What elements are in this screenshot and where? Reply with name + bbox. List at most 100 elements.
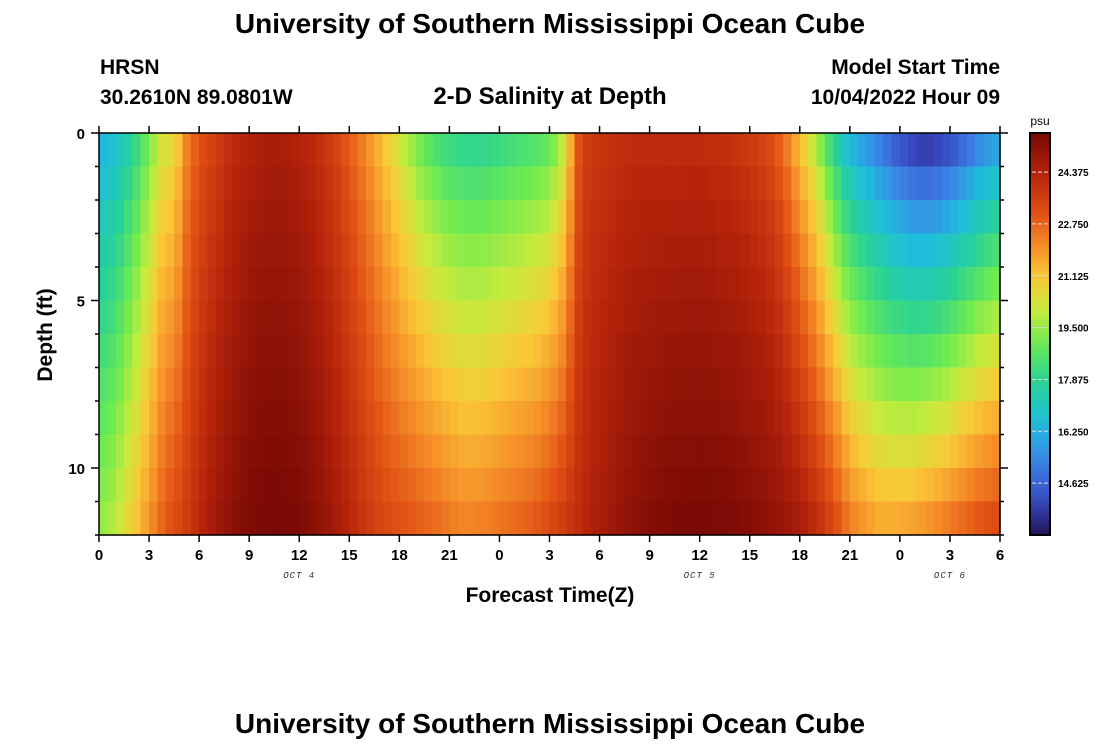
heatmap-cell bbox=[766, 267, 776, 302]
heatmap-cell bbox=[390, 401, 400, 436]
heatmap-cell bbox=[624, 468, 634, 503]
heatmap-cell bbox=[449, 367, 459, 402]
heatmap-cell bbox=[941, 133, 951, 168]
heatmap-cell bbox=[649, 434, 659, 469]
heatmap-cell bbox=[766, 401, 776, 436]
heatmap-cell bbox=[991, 401, 1001, 436]
heatmap-cell bbox=[974, 200, 984, 235]
heatmap-cell bbox=[824, 300, 834, 335]
heatmap-cell bbox=[390, 200, 400, 235]
heatmap-cell bbox=[274, 233, 284, 268]
heatmap-cell bbox=[716, 300, 726, 335]
heatmap-cell bbox=[265, 334, 275, 369]
heatmap-cell bbox=[582, 200, 592, 235]
heatmap-cell bbox=[499, 501, 509, 536]
heatmap-cell bbox=[232, 334, 242, 369]
heatmap-cell bbox=[591, 334, 601, 369]
heatmap-cell bbox=[866, 200, 876, 235]
heatmap-cell bbox=[491, 468, 501, 503]
heatmap-cell bbox=[949, 468, 959, 503]
heatmap-cell bbox=[708, 334, 717, 369]
heatmap-cell bbox=[616, 501, 626, 536]
heatmap-cell bbox=[332, 166, 342, 201]
heatmap-cells bbox=[99, 133, 1001, 536]
heatmap-cell bbox=[974, 401, 984, 436]
heatmap-cell bbox=[616, 267, 626, 302]
heatmap-cell bbox=[808, 166, 818, 201]
heatmap-cell bbox=[849, 367, 859, 402]
heatmap-cell bbox=[132, 233, 142, 268]
heatmap-cell bbox=[941, 334, 951, 369]
heatmap-cell bbox=[949, 401, 959, 436]
station-name: HRSN bbox=[100, 56, 160, 79]
heatmap-cell bbox=[574, 334, 584, 369]
heatmap-cell bbox=[441, 367, 450, 402]
heatmap-cell bbox=[849, 133, 859, 168]
heatmap-cell bbox=[382, 200, 392, 235]
heatmap-cell bbox=[833, 434, 843, 469]
heatmap-cell bbox=[749, 501, 759, 536]
heatmap-cell bbox=[908, 233, 918, 268]
heatmap-cell bbox=[199, 133, 209, 168]
heatmap-cell bbox=[432, 166, 442, 201]
heatmap-cell bbox=[958, 401, 968, 436]
heatmap-cell bbox=[824, 334, 834, 369]
heatmap-cell bbox=[649, 233, 659, 268]
heatmap-cell bbox=[916, 367, 926, 402]
heatmap-cell bbox=[274, 468, 284, 503]
heatmap-cell bbox=[699, 334, 709, 369]
heatmap-cell bbox=[182, 233, 192, 268]
heatmap-cell bbox=[324, 334, 334, 369]
heatmap-cell bbox=[641, 434, 651, 469]
heatmap-cell bbox=[549, 501, 559, 536]
heatmap-cell bbox=[974, 334, 984, 369]
heatmap-cell bbox=[107, 401, 117, 436]
heatmap-cell bbox=[474, 233, 484, 268]
heatmap-cell bbox=[599, 233, 609, 268]
heatmap-cell bbox=[708, 300, 717, 335]
heatmap-cell bbox=[224, 468, 234, 503]
heatmap-cell bbox=[858, 468, 868, 503]
heatmap-cell bbox=[774, 501, 784, 536]
heatmap-cell bbox=[933, 267, 943, 302]
heatmap-cell bbox=[991, 334, 1001, 369]
heatmap-cell bbox=[783, 468, 793, 503]
heatmap-cell bbox=[924, 434, 934, 469]
heatmap-cell bbox=[332, 300, 342, 335]
heatmap-cell bbox=[582, 267, 592, 302]
heatmap-cell bbox=[374, 334, 384, 369]
heatmap-cell bbox=[182, 166, 192, 201]
heatmap-cell bbox=[974, 434, 984, 469]
heatmap-cell bbox=[215, 401, 225, 436]
heatmap-cell bbox=[758, 367, 767, 402]
heatmap-cell bbox=[774, 401, 784, 436]
heatmap-cell bbox=[491, 434, 501, 469]
heatmap-cell bbox=[916, 468, 926, 503]
heatmap-cell bbox=[641, 233, 651, 268]
heatmap-cell bbox=[724, 468, 734, 503]
heatmap-cell bbox=[841, 166, 851, 201]
heatmap-cell bbox=[899, 367, 909, 402]
model-start-value: 10/04/2022 Hour 09 bbox=[810, 86, 1000, 109]
heatmap-cell bbox=[482, 233, 492, 268]
heatmap-cell bbox=[274, 166, 284, 201]
heatmap-cell bbox=[257, 200, 267, 235]
heatmap-cell bbox=[282, 233, 292, 268]
heatmap-cell bbox=[165, 233, 175, 268]
heatmap-cell bbox=[290, 468, 300, 503]
heatmap-cell bbox=[232, 267, 242, 302]
heatmap-cell bbox=[574, 367, 584, 402]
heatmap-cell bbox=[891, 200, 901, 235]
heatmap-cell bbox=[908, 133, 918, 168]
heatmap-cell bbox=[307, 501, 317, 536]
heatmap-cell bbox=[908, 334, 918, 369]
heatmap-cell bbox=[457, 501, 467, 536]
heatmap-cell bbox=[699, 267, 709, 302]
heatmap-cell bbox=[566, 200, 576, 235]
heatmap-cell bbox=[282, 300, 292, 335]
heatmap-cell bbox=[432, 267, 442, 302]
heatmap-cell bbox=[991, 200, 1001, 235]
heatmap-cell bbox=[791, 233, 801, 268]
heatmap-cell bbox=[916, 300, 926, 335]
heatmap-cell bbox=[165, 434, 175, 469]
